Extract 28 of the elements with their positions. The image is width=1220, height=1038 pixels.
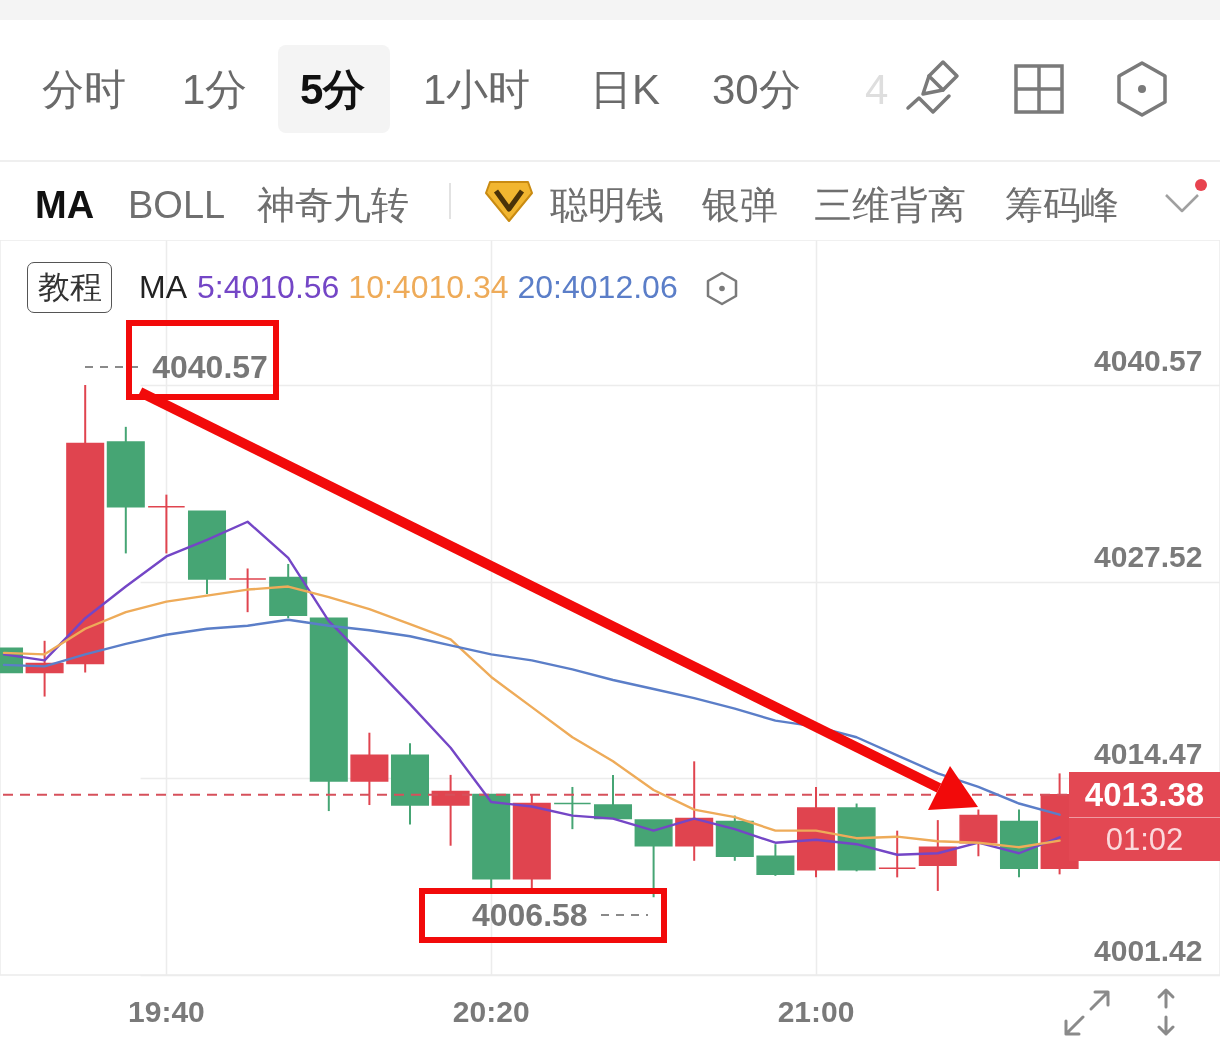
x-tick-label: 19:40 — [128, 994, 205, 1028]
annotation: 4006.58 — [471, 896, 588, 936]
text: 5:4010.56 — [197, 269, 340, 305]
text: 10:4010.34 — [348, 269, 509, 305]
annotation: 4040.57 — [152, 348, 268, 388]
text: 1小时 — [423, 65, 531, 115]
y-tick-label: 4027.52 — [1094, 540, 1203, 574]
text: MA — [35, 183, 95, 228]
text: 20:4012.06 — [517, 269, 678, 305]
text: 神奇九转 — [257, 183, 409, 228]
text: BOLL — [128, 183, 226, 228]
y-tick-label: 4040.57 — [1094, 343, 1203, 377]
y-tick-label: 4014.47 — [1094, 736, 1203, 770]
price-tag: 4013.38 01:02 — [1069, 771, 1220, 861]
text: 银弹 — [702, 183, 778, 228]
text: 聪明钱 — [550, 183, 664, 228]
text: 5分 — [300, 65, 366, 115]
text: 三维背离 — [814, 183, 966, 228]
text: 分时 — [42, 65, 126, 115]
tutorial-button: 教程 — [27, 262, 112, 313]
text: 30分 — [712, 65, 801, 115]
y-tick-label: 4001.42 — [1094, 933, 1203, 967]
text: 1分 — [182, 65, 248, 115]
text: 筹码峰 — [1005, 183, 1119, 228]
x-tick-label: 21:00 — [777, 994, 855, 1028]
text: 日K — [590, 65, 661, 115]
legend-title: MA — [139, 269, 187, 305]
x-tick-label: 20:20 — [452, 994, 530, 1028]
